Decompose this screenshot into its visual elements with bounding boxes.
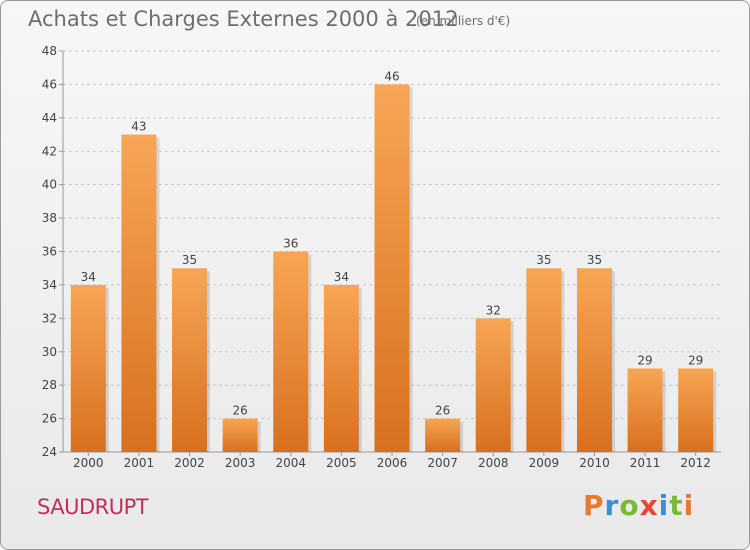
y-tick-label: 40 xyxy=(42,178,57,192)
x-tick-label: 2007 xyxy=(427,456,458,470)
y-tick-label: 24 xyxy=(42,445,57,459)
commune-name: SAUDRUPT xyxy=(37,495,149,519)
bar-2007 xyxy=(425,418,461,452)
proxiti-logo: Proxiti xyxy=(583,489,694,522)
y-tick-label: 48 xyxy=(42,44,57,58)
x-tick-label: 2008 xyxy=(478,456,509,470)
x-tick-label: 2000 xyxy=(73,456,104,470)
x-tick-label: 2001 xyxy=(124,456,155,470)
data-label: 29 xyxy=(637,353,652,367)
bar-2008 xyxy=(475,318,511,452)
bar-2009 xyxy=(526,268,562,452)
data-label: 43 xyxy=(131,120,146,134)
bar-2006 xyxy=(374,84,410,453)
data-label: 34 xyxy=(334,270,349,284)
x-tick-label: 2003 xyxy=(225,456,256,470)
logo-letter: r xyxy=(604,489,620,522)
data-label: 26 xyxy=(233,404,248,418)
data-label: 26 xyxy=(435,404,450,418)
logo-letter: o xyxy=(619,489,640,522)
data-label: 35 xyxy=(587,253,602,267)
bar-2005 xyxy=(323,284,359,452)
y-tick-label: 30 xyxy=(42,345,57,359)
y-tick-label: 46 xyxy=(42,77,57,91)
y-tick-label: 34 xyxy=(42,278,57,292)
data-label: 36 xyxy=(283,237,298,251)
data-label: 35 xyxy=(182,253,197,267)
bar-2011 xyxy=(627,368,663,452)
x-tick-label: 2011 xyxy=(630,456,661,470)
logo-letter: i xyxy=(683,489,695,522)
data-label: 32 xyxy=(486,303,501,317)
y-tick-label: 42 xyxy=(42,144,57,158)
data-label: 35 xyxy=(536,253,551,267)
bar-2000 xyxy=(70,284,106,452)
bar-2002 xyxy=(172,268,208,452)
logo-letter: P xyxy=(583,489,605,522)
data-label: 34 xyxy=(81,270,96,284)
bar-2010 xyxy=(576,268,612,452)
y-tick-label: 38 xyxy=(42,211,57,225)
logo-letter: i xyxy=(658,489,670,522)
x-tick-label: 2004 xyxy=(275,456,306,470)
x-tick-label: 2012 xyxy=(680,456,711,470)
bar-2004 xyxy=(273,251,309,452)
x-tick-label: 2005 xyxy=(326,456,357,470)
x-tick-label: 2006 xyxy=(377,456,408,470)
y-tick-label: 26 xyxy=(42,412,57,426)
bar-2003 xyxy=(222,418,258,452)
bar-2012 xyxy=(678,368,714,452)
y-tick-label: 28 xyxy=(42,378,57,392)
x-tick-label: 2009 xyxy=(529,456,560,470)
bar-2001 xyxy=(121,134,157,452)
x-tick-label: 2002 xyxy=(174,456,205,470)
logo-letter: x xyxy=(639,489,659,522)
chart-title: Achats et Charges Externes 2000 à 2012 xyxy=(28,7,459,31)
data-label: 46 xyxy=(384,69,399,83)
y-tick-label: 36 xyxy=(42,245,57,259)
x-tick-label: 2010 xyxy=(579,456,610,470)
y-tick-label: 44 xyxy=(42,111,57,125)
y-tick-label: 32 xyxy=(42,311,57,325)
logo-letter: t xyxy=(669,489,684,522)
chart-subtitle: (en milliers d'€) xyxy=(416,14,511,28)
data-label: 29 xyxy=(688,353,703,367)
